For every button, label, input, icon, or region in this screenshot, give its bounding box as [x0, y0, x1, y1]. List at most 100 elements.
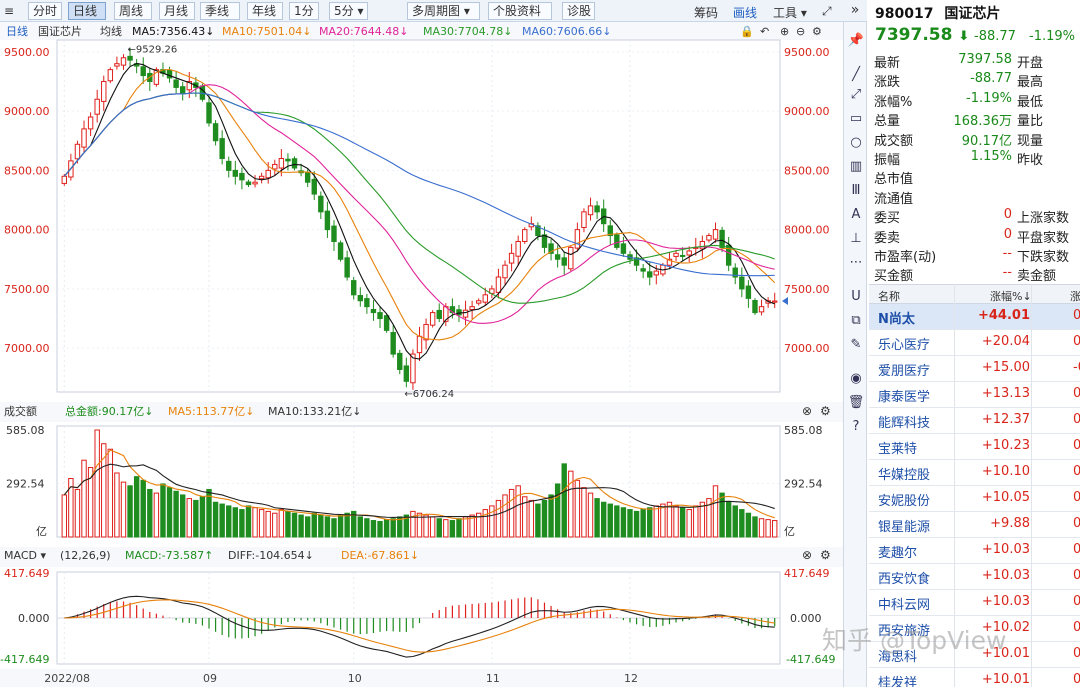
collapse-panel-button[interactable]: »	[843, 0, 867, 22]
volume-bar	[101, 443, 107, 538]
stock-name[interactable]: 海思科	[878, 650, 918, 665]
stock-name[interactable]: 银星能源	[878, 520, 931, 535]
eye-icon[interactable]: ◉	[850, 371, 862, 386]
settings-icon[interactable]: ⚙	[820, 404, 831, 418]
fullscreen-icon[interactable]: ⤢	[822, 4, 832, 18]
ray-tool-icon[interactable]: ⤢	[850, 87, 862, 102]
toolbar-link-2[interactable]: 工具 ▾	[773, 6, 807, 20]
tab-0[interactable]: 分时	[28, 2, 62, 20]
list-item[interactable]: 西安饮食 +10.03 0	[869, 564, 1080, 590]
tab-10[interactable]: 诊股	[562, 2, 595, 20]
tab-8[interactable]: 多周期图 ▾	[407, 2, 480, 20]
magnet-icon[interactable]: U	[851, 289, 861, 304]
volume-bar	[74, 488, 81, 538]
pin-icon[interactable]: 📌	[847, 33, 865, 48]
list-item[interactable]: N尚太 +44.01 0	[869, 304, 1080, 330]
stock-name[interactable]: 宝莱特	[878, 442, 918, 457]
stock-name[interactable]: 乐心医疗	[878, 338, 931, 353]
quote-key2: 现量	[1017, 133, 1044, 149]
volume-bar	[232, 507, 239, 538]
stock-name[interactable]: 麦趣尔	[878, 546, 918, 561]
tab-5[interactable]: 年线	[247, 2, 283, 20]
volume-bar	[147, 488, 153, 538]
list-item[interactable]: 宝莱特 +10.23 0	[869, 434, 1080, 460]
toolbar-link-0[interactable]: 筹码	[694, 6, 719, 20]
pen-icon[interactable]: ✎	[850, 337, 862, 352]
settings-icon[interactable]: ⚙	[812, 25, 822, 38]
candle-body	[351, 280, 357, 296]
quote-key2: 上涨家数	[1017, 211, 1070, 227]
list-item[interactable]: 中科云网 +10.03 0	[869, 590, 1080, 616]
stock-name[interactable]: 康泰医学	[878, 390, 931, 405]
trash-icon[interactable]: 🗑	[847, 395, 865, 410]
list-item[interactable]: 安妮股份 +10.05 0	[869, 486, 1080, 512]
text-tool-icon[interactable]: A	[851, 207, 861, 222]
menu-icon[interactable]: ≡	[4, 4, 15, 18]
list-item[interactable]: 爱朋医疗 +15.00 -0	[869, 356, 1080, 382]
list-item[interactable]: 乐心医疗 +20.04 0	[869, 330, 1080, 356]
col-extra[interactable]: 涨	[1070, 290, 1080, 303]
tab-1[interactable]: 日线	[68, 2, 106, 20]
volume-bar	[226, 505, 232, 538]
candle-body	[515, 240, 521, 257]
stock-name[interactable]: 中科云网	[878, 598, 931, 613]
list-item[interactable]: 海思科 +10.01 0	[869, 642, 1080, 668]
line-tool-icon[interactable]: ╱	[852, 67, 860, 82]
level-tool-icon[interactable]: ⊥	[850, 231, 862, 246]
stock-name[interactable]: 能辉科技	[878, 416, 931, 431]
quote-key: 委卖	[874, 230, 901, 246]
circle-tool-icon[interactable]: ○	[850, 135, 862, 150]
stock-name[interactable]: 爱朋医疗	[878, 364, 931, 379]
macd-tick-left: 417.649	[4, 567, 50, 580]
stock-name[interactable]: 华媒控股	[878, 468, 931, 483]
rect-tool-icon[interactable]: ▭	[849, 111, 863, 126]
copy-icon[interactable]: ⧉	[851, 313, 861, 328]
tab-9[interactable]: 个股资料	[488, 2, 552, 20]
chart-area[interactable]: 2022/08 09 10 11 12 9500.00 9500.00 9000.00 9000…	[0, 22, 843, 687]
candle-body	[265, 169, 271, 179]
candle-body	[370, 309, 377, 314]
stock-extra: 0	[1073, 620, 1080, 635]
col-name[interactable]: 名称	[878, 290, 900, 303]
list-item[interactable]: 康泰医学 +13.13 0	[869, 382, 1080, 408]
list-item[interactable]: 麦趣尔 +10.03 0	[869, 538, 1080, 564]
channel-tool-icon[interactable]: ▥	[849, 159, 863, 174]
volume-bar	[81, 459, 87, 538]
list-item[interactable]: 西安旅游 +10.02 0	[869, 616, 1080, 642]
stock-name[interactable]: 西安旅游	[878, 624, 931, 639]
help-icon[interactable]: ?	[852, 419, 860, 434]
volume-bar	[522, 496, 528, 538]
candle-body	[587, 205, 594, 216]
close-icon[interactable]: ⊗	[802, 404, 812, 418]
tab-7[interactable]: 5分 ▾	[329, 2, 368, 20]
list-item[interactable]: 银星能源 +9.88 0	[869, 512, 1080, 538]
zoom-in-icon[interactable]: ⊕	[780, 25, 789, 38]
tab-4[interactable]: 季线	[200, 2, 240, 20]
kline-chart-svg[interactable]: 2022/08 09 10 11 12 9500.00 9500.00 9000.00 9000…	[0, 22, 843, 687]
col-pct[interactable]: 涨幅%↓	[990, 290, 1032, 303]
tab-3[interactable]: 月线	[159, 2, 195, 20]
list-item[interactable]: 能辉科技 +12.37 0	[869, 408, 1080, 434]
volume-bar	[239, 509, 245, 538]
volume-bar	[173, 490, 179, 538]
stock-name[interactable]: 安妮股份	[878, 494, 931, 509]
undo-icon[interactable]: ↶	[760, 25, 769, 38]
stock-name[interactable]: N尚太	[878, 312, 915, 327]
lock-icon[interactable]: 🔒	[740, 25, 754, 38]
tab-6[interactable]: 1分	[289, 2, 319, 20]
fib-tool-icon[interactable]: Ⅲ	[851, 183, 861, 198]
quote-key2: 量比	[1017, 114, 1044, 130]
stock-name[interactable]: 西安饮食	[878, 572, 931, 587]
zoom-out-icon[interactable]: ⊖	[796, 25, 805, 38]
volume-bar	[647, 507, 653, 538]
list-item[interactable]: 桂发祥 +10.01 0	[869, 668, 1080, 687]
volume-bar	[61, 494, 67, 538]
list-item[interactable]: 华媒控股 +10.10 0	[869, 460, 1080, 486]
candle-body	[390, 332, 396, 355]
close-icon[interactable]: ⊗	[802, 548, 812, 562]
settings-icon[interactable]: ⚙	[820, 548, 831, 562]
more-tool-icon[interactable]: ⋯	[849, 255, 863, 270]
tab-2[interactable]: 周线	[114, 2, 152, 20]
toolbar-link-1[interactable]: 画线	[733, 6, 758, 20]
stock-name[interactable]: 桂发祥	[878, 676, 918, 687]
